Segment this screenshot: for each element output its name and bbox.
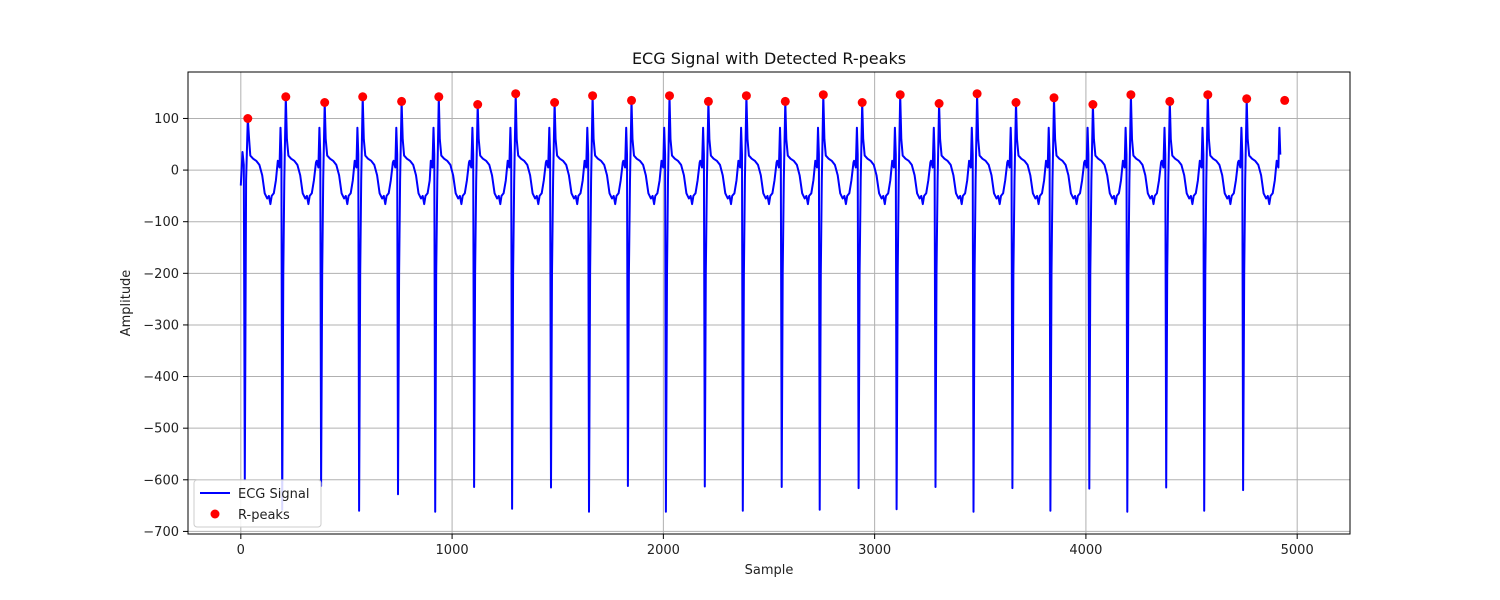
plot-area-frame: [187, 71, 1351, 535]
x-tick-label: 1000: [436, 543, 469, 558]
r-peak-point: [511, 89, 521, 99]
r-peak-point: [358, 92, 368, 102]
y-tick-label: −700: [143, 525, 179, 540]
r-peak-point: [473, 100, 483, 109]
legend-rpeaks-label: R-peaks: [238, 508, 290, 523]
legend: ECG Signal R-peaks: [193, 479, 322, 528]
y-tick-label: −100: [143, 215, 179, 230]
r-peak-point: [320, 98, 330, 107]
chart-title: ECG Signal with Detected R-peaks: [632, 49, 906, 68]
y-tick-label: −600: [143, 473, 179, 488]
ecg-signal-layer: [239, 92, 1282, 513]
r-peak-point: [1049, 93, 1059, 103]
x-tick-label: 5000: [1281, 543, 1314, 558]
plot-area-background: [188, 72, 1350, 534]
y-tick-label: 0: [171, 164, 179, 179]
y-axis-label: Amplitude: [119, 270, 134, 337]
r-peak-point: [281, 92, 291, 102]
y-tick-label: −500: [143, 422, 179, 437]
r-peak-point: [857, 98, 867, 107]
legend-rpeaks-swatch: [210, 509, 220, 519]
y-tick-label: −400: [143, 370, 179, 385]
r-peak-point: [1242, 94, 1252, 104]
x-tick-label: 4000: [1069, 543, 1102, 558]
r-peak-point: [588, 91, 598, 101]
x-axis-ticks: 0 1000 2000 3000 4000 5000: [237, 534, 1314, 558]
r-peak-point: [934, 99, 944, 108]
r-peak-point: [1011, 98, 1021, 107]
r-peak-point: [243, 114, 253, 123]
r-peak-point: [741, 91, 751, 101]
r-peak-point: [895, 90, 905, 100]
r-peak-point: [665, 91, 674, 101]
r-peak-point: [397, 96, 407, 106]
r-peak-point: [780, 96, 790, 106]
r-peak-point: [972, 89, 982, 99]
legend-box: [193, 479, 322, 528]
r-peak-point: [434, 92, 444, 102]
r-peak-point: [1203, 90, 1213, 100]
x-tick-label: 2000: [647, 543, 680, 558]
r-peak-point: [550, 98, 560, 107]
legend-ecg-label: ECG Signal: [238, 487, 309, 502]
y-tick-label: −200: [143, 267, 179, 282]
x-tick-label: 0: [237, 543, 245, 558]
r-peak-point: [1126, 90, 1136, 100]
r-peak-point: [627, 95, 636, 105]
ecg-signal-line: [239, 92, 1282, 513]
x-axis-label: Sample: [745, 563, 794, 578]
r-peak-point: [1280, 95, 1290, 105]
r-peak-point: [818, 90, 828, 100]
r-peak-point: [703, 96, 713, 106]
y-tick-label: 100: [154, 112, 179, 127]
x-tick-label: 3000: [858, 543, 891, 558]
r-peak-point: [1165, 96, 1175, 106]
y-axis-ticks: −700 −600 −500 −400 −300 −200 −100 0 100: [143, 112, 188, 540]
r-peaks-layer: [243, 89, 1290, 123]
r-peak-point: [1088, 100, 1098, 109]
y-tick-label: −300: [143, 318, 179, 333]
